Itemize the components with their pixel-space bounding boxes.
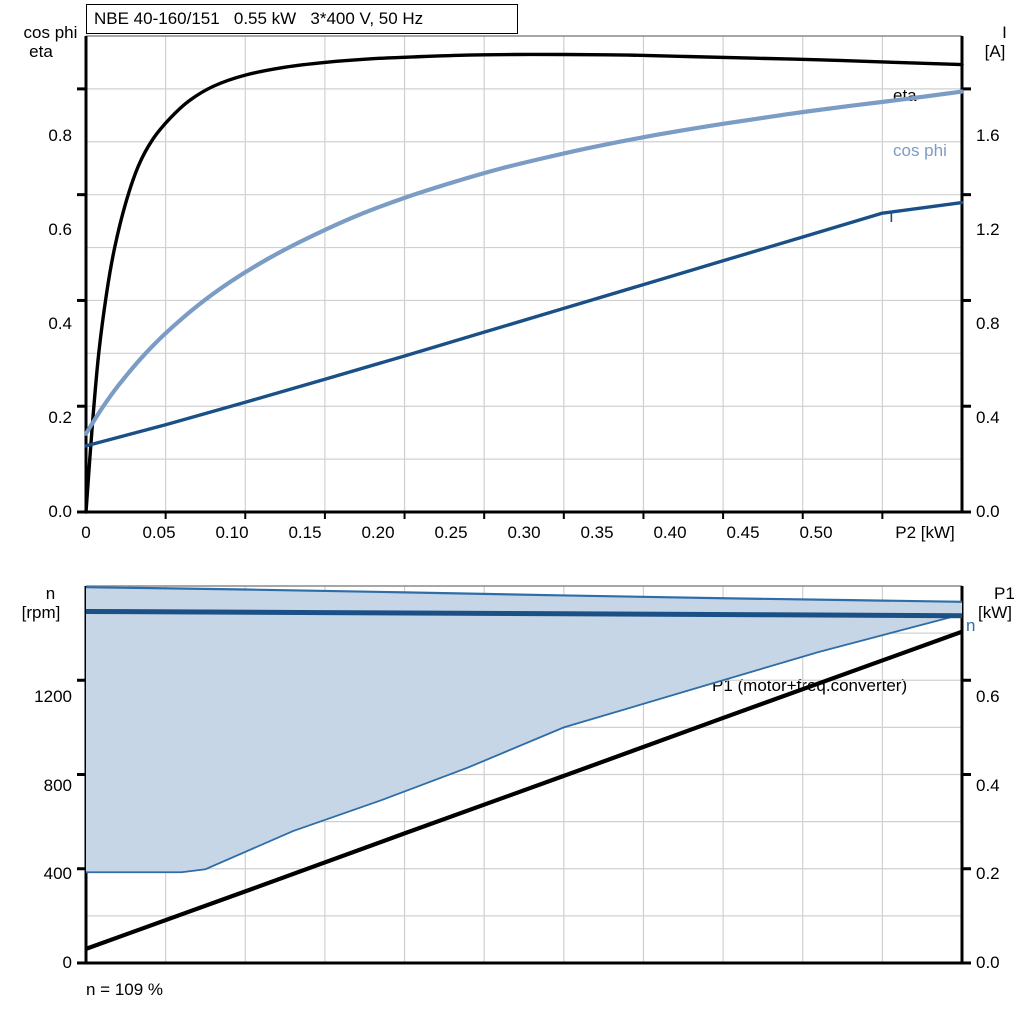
upper-x-tick-4: 0.20: [361, 523, 395, 542]
upper-curve-eta: [84, 52, 964, 514]
upper-x-tick-8: 0.40: [653, 523, 687, 542]
upper-x-tick-0: 0: [81, 523, 91, 542]
curve-label-cos-phi: cos phi: [893, 141, 947, 160]
upper-right-axis-title: I [A]: [984, 23, 1007, 61]
upper-left-tick-3: 0.6: [48, 220, 72, 239]
upper-curve-cos-phi: [83, 89, 965, 436]
upper-left-tick-0: 0.0: [48, 502, 72, 521]
upper-x-axis-title: P2 [kW]: [895, 523, 955, 542]
lower-right-axis-title: P1 [kW]: [978, 584, 1015, 622]
lower-right-tick-0: 0.0: [976, 953, 1000, 972]
upper-left-tick-1: 0.2: [48, 408, 72, 427]
upper-x-tick-9: 0.45: [726, 523, 760, 542]
lower-left-tick-1: 400: [43, 864, 72, 883]
upper-left-tick-4: 0.8: [48, 126, 72, 145]
upper-x-tick-10: 0.50: [799, 523, 833, 542]
lower-left-axis-title: n [rpm]: [21, 584, 61, 622]
curve-label-speed: n: [966, 616, 976, 635]
upper-left-axis-title: cos phi eta: [23, 23, 78, 61]
upper-right-tick-2: 0.8: [976, 314, 1000, 333]
upper-x-tick-2: 0.10: [215, 523, 249, 542]
lower-right-tick-1: 0.2: [976, 864, 1000, 883]
lower-right-tick-2: 0.4: [976, 776, 1000, 795]
lower-right-tick-3: 0.6: [976, 687, 1000, 706]
chart-title-text: NBE 40-160/151 0.55 kW 3*400 V, 50 Hz: [94, 9, 424, 28]
lower-speed-band-fill: [86, 587, 962, 873]
curve-label-current: I: [889, 207, 894, 226]
speed-percentage-footnote: n = 109 %: [86, 980, 164, 999]
upper-x-tick-7: 0.35: [580, 523, 614, 542]
upper-x-tick-1: 0.05: [142, 523, 176, 542]
upper-right-tick-3: 1.2: [976, 220, 1000, 239]
lower-curve-p1: [85, 629, 963, 951]
upper-right-tick-4: 1.6: [976, 126, 1000, 145]
lower-left-tick-0: 0: [62, 953, 72, 972]
lower-speed-band-lower-edge: [86, 613, 963, 874]
upper-right-tick-0: 0.0: [976, 502, 1000, 521]
upper-left-tick-2: 0.4: [48, 314, 72, 333]
lower-curve-n: [85, 608, 963, 619]
lower-left-tick-2: 800: [43, 776, 72, 795]
lower-speed-band-upper-edge: [85, 586, 963, 603]
lower-left-tick-3: 1200: [34, 687, 72, 706]
upper-curve-i: [84, 200, 964, 448]
upper-right-tick-1: 0.4: [976, 408, 1000, 427]
chart-title-box: NBE 40-160/151 0.55 kW 3*400 V, 50 Hz: [86, 4, 518, 34]
upper-x-tick-3: 0.15: [288, 523, 322, 542]
upper-x-tick-5: 0.25: [434, 523, 468, 542]
upper-x-tick-6: 0.30: [507, 523, 541, 542]
